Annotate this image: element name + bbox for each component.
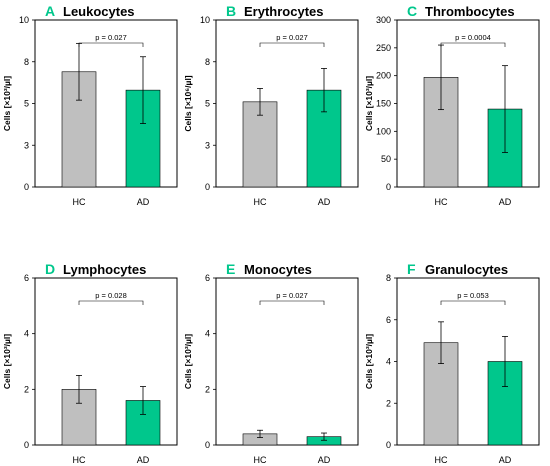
category-label: AD — [137, 455, 150, 465]
y-tick-label: 300 — [376, 15, 391, 25]
p-value-label: p = 0.0004 — [455, 33, 491, 42]
y-tick-label: 5 — [24, 99, 29, 109]
panel-c: C Thrombocytes 0 50 100 150 200 250 300 Cells [×1… — [364, 3, 540, 207]
category-label: HC — [435, 455, 448, 465]
y-tick-label: 0 — [24, 182, 29, 192]
y-tick-label: 8 — [205, 57, 210, 67]
plot-frame — [34, 277, 178, 446]
y-axis-label: Cells [×10³/µl] — [364, 334, 374, 389]
category-label: AD — [499, 455, 512, 465]
panel-title: Leukocytes — [63, 4, 135, 19]
plot-frame — [215, 277, 359, 446]
y-axis-label: Cells [×10³/µl] — [183, 334, 193, 389]
p-value-label: p = 0.053 — [457, 291, 489, 300]
y-tick-label: 5 — [205, 99, 210, 109]
y-tick-label: 150 — [376, 99, 391, 109]
significance-bracket — [440, 300, 506, 305]
category-label: HC — [73, 455, 86, 465]
y-tick-label: 6 — [386, 315, 391, 325]
y-tick-label: 0 — [205, 182, 210, 192]
category-label: HC — [254, 197, 267, 207]
y-tick-label: 0 — [205, 440, 210, 450]
panel-e: E Monocytes 0 2 4 6 Cells [×10³/µl] HC AD p = 0.0… — [183, 261, 359, 465]
p-value-label: p = 0.027 — [276, 33, 308, 42]
category-label: HC — [254, 455, 267, 465]
category-label: AD — [499, 197, 512, 207]
category-label: HC — [435, 197, 448, 207]
panel-a: A Leukocytes 0 3 5 8 10 Cells [×10³/µl] HC AD p = … — [2, 3, 178, 207]
y-tick-label: 10 — [200, 15, 210, 25]
panel-title: Granulocytes — [425, 262, 508, 277]
significance-bracket — [78, 42, 144, 47]
panel-title: Erythrocytes — [244, 4, 323, 19]
p-value-label: p = 0.027 — [276, 291, 308, 300]
y-tick-label: 4 — [24, 329, 29, 339]
y-tick-label: 50 — [381, 154, 391, 164]
significance-bracket — [259, 42, 325, 47]
panel-d: D Lymphocytes 0 2 4 6 Cells [×10³/µl] HC AD p = 0… — [2, 261, 178, 465]
y-tick-label: 3 — [205, 140, 210, 150]
y-tick-label: 2 — [386, 398, 391, 408]
panel-letter: D — [45, 261, 55, 277]
bar-ad — [306, 89, 342, 188]
y-tick-label: 6 — [205, 273, 210, 283]
y-tick-label: 4 — [386, 357, 391, 367]
p-value-label: p = 0.027 — [95, 33, 127, 42]
panel-title: Thrombocytes — [425, 4, 515, 19]
y-tick-label: 200 — [376, 71, 391, 81]
y-axis-label: Cells [×10³/µl] — [364, 76, 374, 131]
panel-letter: E — [226, 261, 235, 277]
panel-letter: B — [226, 3, 236, 19]
bar-hc — [242, 101, 278, 188]
y-axis-label: Cells [×10⁶/µl] — [183, 75, 193, 131]
y-axis-label: Cells [×10³/µl] — [2, 334, 12, 389]
y-tick-label: 2 — [205, 384, 210, 394]
y-tick-label: 6 — [24, 273, 29, 283]
y-tick-label: 250 — [376, 43, 391, 53]
category-label: AD — [137, 197, 150, 207]
panel-letter: F — [407, 261, 416, 277]
y-tick-label: 3 — [24, 140, 29, 150]
y-tick-label: 10 — [19, 15, 29, 25]
y-tick-label: 0 — [386, 182, 391, 192]
panel-f: F Granulocytes 0 2 4 6 8 Cells [×10³/µl] HC AD p =… — [364, 261, 540, 465]
panel-letter: A — [45, 3, 55, 19]
significance-bracket — [78, 300, 144, 305]
significance-bracket — [440, 42, 506, 47]
panel-title: Monocytes — [244, 262, 312, 277]
y-tick-label: 4 — [205, 329, 210, 339]
y-tick-label: 8 — [386, 273, 391, 283]
panel-title: Lymphocytes — [63, 262, 146, 277]
category-label: HC — [73, 197, 86, 207]
panel-b: B Erythrocytes 0 3 5 8 10 Cells [×10⁶/µl] HC AD p … — [183, 3, 359, 207]
p-value-label: p = 0.028 — [95, 291, 127, 300]
y-tick-label: 2 — [24, 384, 29, 394]
category-label: AD — [318, 455, 331, 465]
significance-bracket — [259, 300, 325, 305]
y-axis-label: Cells [×10³/µl] — [2, 76, 12, 131]
panel-letter: C — [407, 3, 417, 19]
y-tick-label: 0 — [24, 440, 29, 450]
y-tick-label: 100 — [376, 126, 391, 136]
category-label: AD — [318, 197, 331, 207]
y-tick-label: 8 — [24, 57, 29, 67]
y-tick-label: 0 — [386, 440, 391, 450]
